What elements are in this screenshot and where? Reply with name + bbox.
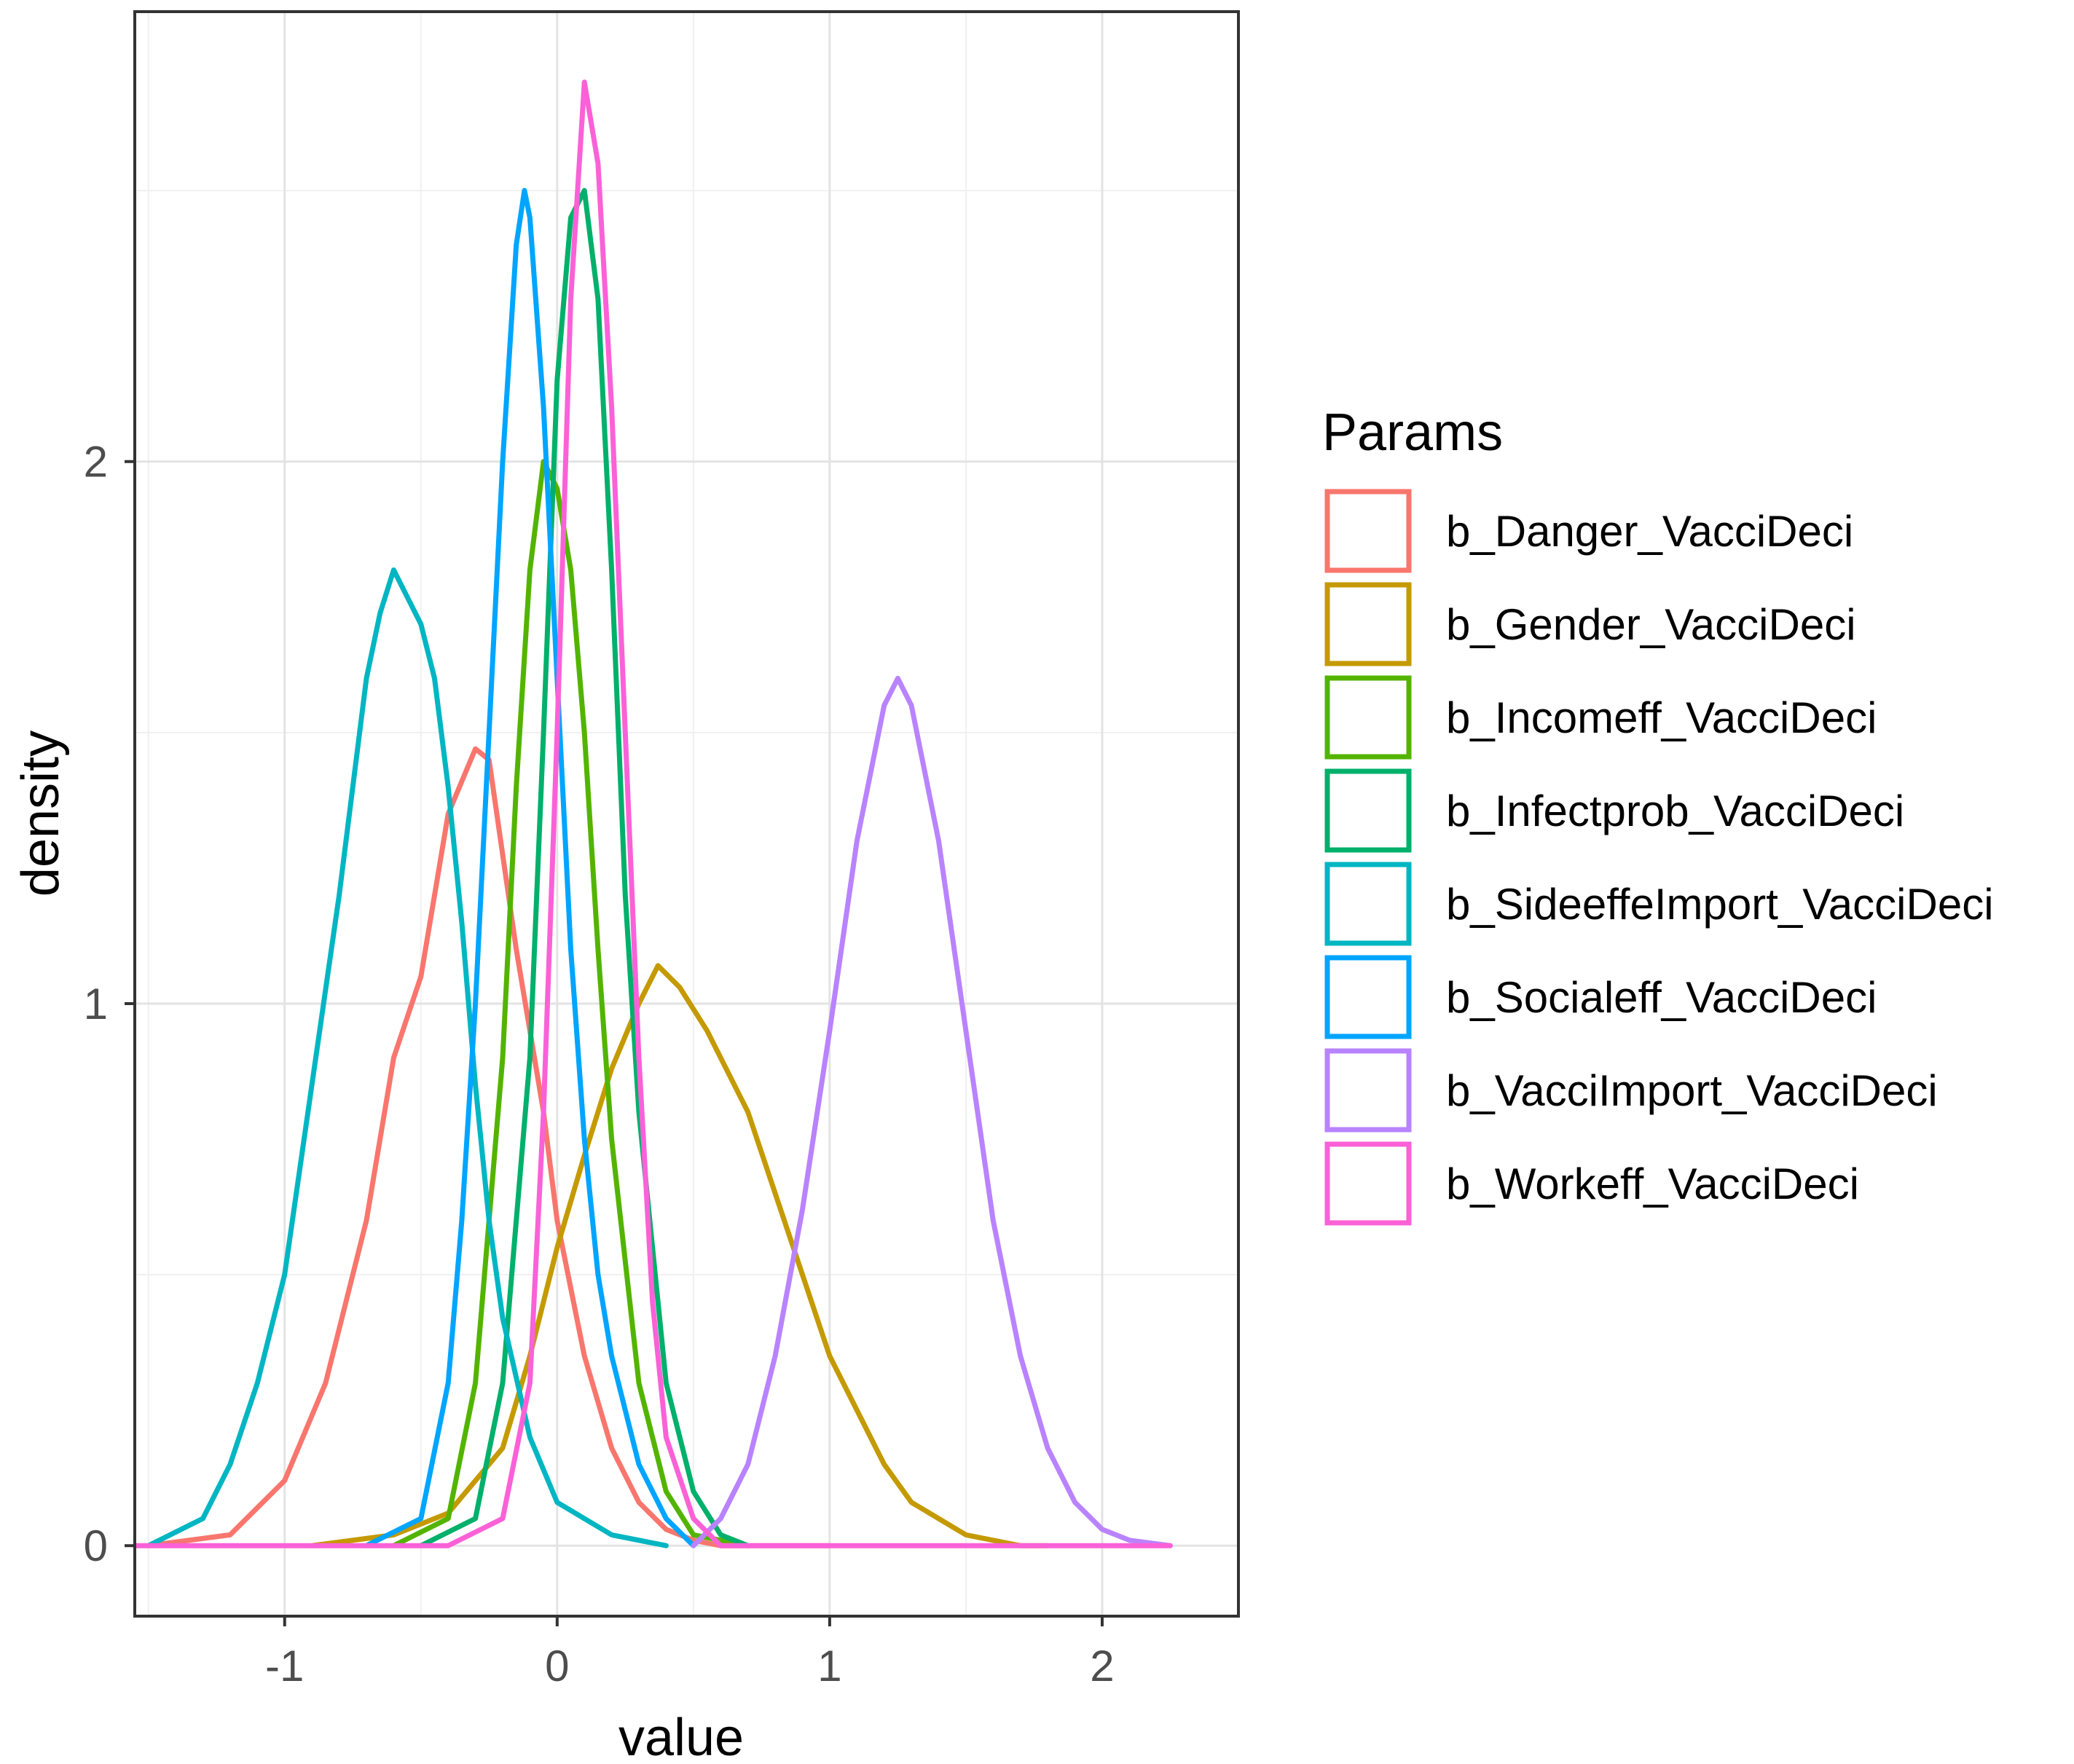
legend: Params b_Danger_VacciDeci b_Gender_VacciD…	[1322, 403, 1994, 1226]
legend-title: Params	[1322, 403, 1503, 462]
legend-key-b_Incomeff_VacciDeci	[1324, 675, 1412, 760]
legend-label: b_Infectprob_VacciDeci	[1446, 787, 1904, 835]
legend-item: b_Infectprob_VacciDeci	[1324, 768, 1904, 853]
density-line-b_SideeffeImport_VacciDeci	[146, 567, 669, 1548]
panel-border	[133, 10, 1240, 1618]
legend-label: b_Gender_VacciDeci	[1446, 600, 1856, 649]
legend-items: b_Danger_VacciDeci b_Gender_VacciDeci b_In…	[1324, 489, 1994, 1226]
y-tick-label: 1	[84, 980, 108, 1028]
legend-item: b_SideeffeImport_VacciDeci	[1324, 862, 1994, 946]
density-line-b_Danger_VacciDeci	[146, 746, 833, 1548]
x-tick-label: 1	[817, 1642, 841, 1690]
legend-item: b_Socialeff_VacciDeci	[1324, 955, 1877, 1039]
legend-item: b_Gender_VacciDeci	[1324, 582, 1856, 666]
legend-label: b_Socialeff_VacciDeci	[1446, 973, 1877, 1022]
legend-label: b_Workeff_VacciDeci	[1446, 1159, 1859, 1208]
x-tick-label: 0	[545, 1642, 569, 1690]
y-tick-label: 2	[84, 438, 108, 487]
density-line-b_Socialeff_VacciDeci	[364, 188, 696, 1548]
legend-key-b_Danger_VacciDeci	[1324, 489, 1412, 573]
density-line-b_Workeff_VacciDeci	[132, 79, 1173, 1548]
x-axis-title: value	[618, 1709, 744, 1764]
legend-label: b_Danger_VacciDeci	[1446, 507, 1853, 556]
axis-layer: -1 0 1 2 0 1 2	[84, 438, 1115, 1690]
legend-item: b_Incomeff_VacciDeci	[1324, 675, 1877, 760]
grid-layer	[135, 12, 1238, 1616]
legend-item: b_Danger_VacciDeci	[1324, 489, 1853, 573]
density-line-b_Infectprob_VacciDeci	[418, 188, 751, 1548]
x-tick-label: -1	[265, 1642, 304, 1690]
series-layer	[132, 79, 1173, 1548]
legend-key-b_SideeffeImport_VacciDeci	[1324, 862, 1412, 946]
y-axis-title: density	[12, 731, 70, 897]
density-line-b_VacciImport_VacciDeci	[691, 675, 1173, 1548]
legend-key-b_Socialeff_VacciDeci	[1324, 955, 1412, 1039]
legend-item: b_VacciImport_VacciDeci	[1324, 1048, 1938, 1133]
density-line-b_Gender_VacciDeci	[309, 963, 1050, 1548]
x-tick-label: 2	[1090, 1642, 1114, 1690]
legend-label: b_VacciImport_VacciDeci	[1446, 1066, 1938, 1115]
y-tick-label: 0	[84, 1521, 108, 1570]
legend-key-b_VacciImport_VacciDeci	[1324, 1048, 1412, 1133]
legend-key-b_Infectprob_VacciDeci	[1324, 768, 1412, 853]
legend-key-b_Workeff_VacciDeci	[1324, 1141, 1412, 1226]
legend-label: b_SideeffeImport_VacciDeci	[1446, 880, 1994, 929]
legend-key-b_Gender_VacciDeci	[1324, 582, 1412, 666]
legend-label: b_Incomeff_VacciDeci	[1446, 693, 1877, 742]
legend-item: b_Workeff_VacciDeci	[1324, 1141, 1859, 1226]
